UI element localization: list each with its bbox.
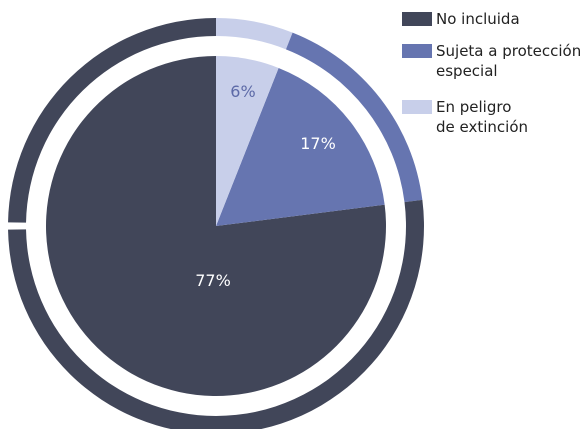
legend-swatch-0 <box>402 12 432 26</box>
ring-segment-0-part-2 <box>8 18 217 223</box>
data-label-1: 17% <box>300 134 336 153</box>
legend-swatch-2 <box>402 100 432 114</box>
pie-slices <box>46 56 386 396</box>
pie-slice-1 <box>216 67 385 227</box>
legend-label-2-1: de extinción <box>436 118 528 136</box>
legend-label-1-1: especial <box>436 62 498 80</box>
ring-segment-1 <box>285 32 423 203</box>
legend-label-1-0: Sujeta a protección <box>436 42 581 60</box>
data-label-2: 6% <box>230 82 255 101</box>
pie-slice-2 <box>216 56 279 226</box>
ring-segment-0-part-1 <box>8 229 216 433</box>
legend-label-0-0: No incluida <box>436 10 520 28</box>
ring-segment-0-part-0 <box>216 199 424 433</box>
ring-segment-2 <box>216 18 293 50</box>
legend-swatch-1 <box>402 44 432 58</box>
legend-label-2-0: En peligro <box>436 98 511 116</box>
data-label-0: 77% <box>195 271 231 290</box>
legend: No incluida Sujeta a protección especial En… <box>402 10 581 136</box>
outer-ring <box>8 18 424 433</box>
